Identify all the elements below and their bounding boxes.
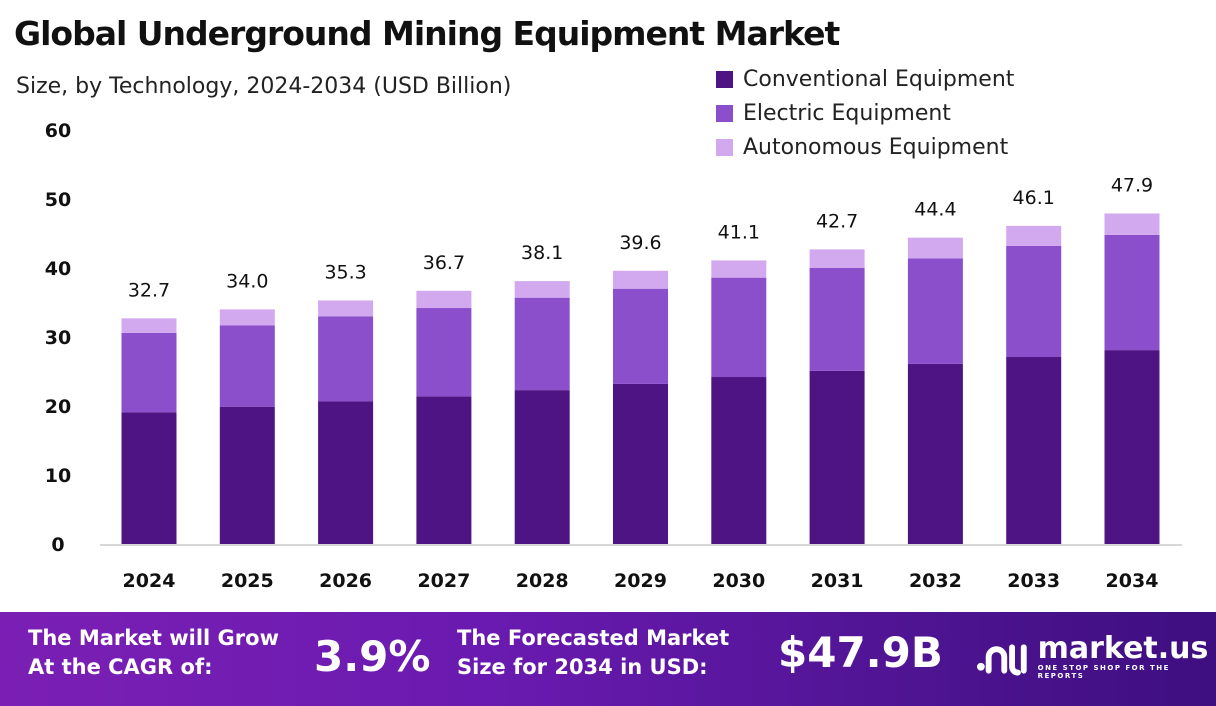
- bar-segment: [711, 377, 767, 544]
- bar-segment: [416, 308, 472, 397]
- legend-swatch: [716, 70, 733, 88]
- cagr-label-line: At the CAGR of:: [28, 655, 213, 679]
- bar-segment: [121, 332, 177, 413]
- bar-segment: [514, 390, 570, 544]
- bar-segment: [907, 363, 963, 544]
- x-tick-label: 2024: [123, 570, 176, 592]
- y-tick-label: 30: [45, 327, 71, 349]
- y-tick-label: 40: [45, 258, 71, 280]
- forecast-label-line: Size for 2034 in USD:: [457, 655, 708, 679]
- summary-banner: The Market will Grow At the CAGR of: 3.9…: [0, 612, 1216, 706]
- x-tick-label: 2028: [516, 570, 569, 592]
- legend-label: Autonomous Equipment: [743, 134, 1009, 160]
- market-us-logo: market.us ONE STOP SHOP FOR THE REPORTS: [975, 634, 1216, 680]
- bar-segment: [219, 406, 275, 544]
- legend-item-autonomous: Autonomous Equipment: [716, 130, 1014, 164]
- y-tick-label: 60: [45, 120, 71, 142]
- bar-segment: [416, 290, 472, 309]
- total-label: 34.0: [226, 270, 268, 292]
- total-label: 36.7: [423, 252, 465, 274]
- forecast-value: $47.9B: [778, 628, 943, 677]
- bar-segment: [1104, 234, 1160, 351]
- total-label: 39.6: [619, 232, 661, 254]
- bar-segment: [1104, 350, 1160, 544]
- bar-segment: [416, 396, 472, 544]
- y-tick-label: 20: [45, 396, 71, 418]
- bar-segment: [318, 316, 374, 402]
- bar-segment: [121, 318, 177, 333]
- total-label: 35.3: [324, 261, 366, 283]
- bar-segment: [809, 249, 865, 268]
- bar-segment: [219, 309, 275, 326]
- x-tick-label: 2032: [909, 570, 962, 592]
- bar-segment: [711, 260, 767, 278]
- bar-segment: [907, 258, 963, 364]
- bar-segment: [613, 383, 668, 544]
- x-tick-label: 2027: [417, 570, 470, 592]
- cagr-label-line: The Market will Grow: [28, 626, 279, 650]
- legend-swatch: [716, 138, 733, 156]
- legend-swatch: [716, 104, 733, 122]
- bar-segment: [1006, 357, 1062, 544]
- forecast-label-line: The Forecasted Market: [457, 626, 730, 650]
- bar-segment: [121, 412, 177, 544]
- bar-segment: [318, 401, 374, 544]
- bar-segment: [219, 325, 275, 407]
- bar-segment: [613, 288, 668, 384]
- chart-title: Global Underground Mining Equipment Mark…: [14, 14, 840, 53]
- x-tick-label: 2026: [319, 570, 372, 592]
- logo-icon: [976, 644, 1027, 676]
- bar-segment: [613, 270, 668, 289]
- total-label: 42.7: [816, 210, 858, 232]
- bar-segment: [1104, 213, 1160, 235]
- bar-segment: [907, 237, 963, 259]
- legend-label: Conventional Equipment: [743, 66, 1015, 92]
- y-tick-label: 50: [45, 189, 71, 211]
- bar-segment: [809, 370, 865, 544]
- total-label: 41.1: [718, 221, 760, 243]
- legend-item-conventional: Conventional Equipment: [716, 62, 1014, 96]
- bar-segment: [514, 281, 570, 298]
- y-tick-label: 10: [45, 465, 71, 487]
- x-tick-label: 2029: [614, 570, 667, 592]
- x-tick-label: 2034: [1106, 570, 1159, 592]
- total-label: 38.1: [521, 242, 563, 264]
- bar-segment: [1006, 225, 1062, 246]
- total-label: 32.7: [128, 279, 170, 301]
- bar-segment: [1006, 245, 1062, 358]
- logo-name: market.us: [1037, 631, 1209, 666]
- forecast-label: The Forecasted Market Size for 2034 in U…: [457, 624, 729, 682]
- x-tick-label: 2031: [811, 570, 864, 592]
- legend: Conventional Equipment Electric Equipmen…: [716, 62, 1014, 164]
- bar-segment: [514, 297, 570, 391]
- cagr-value: 3.9%: [314, 632, 431, 681]
- total-label: 44.4: [914, 199, 956, 221]
- total-label: 46.1: [1013, 187, 1055, 209]
- chart-subtitle: Size, by Technology, 2024-2034 (USD Bill…: [16, 74, 512, 99]
- bar-segment: [318, 300, 374, 317]
- logo-tagline: ONE STOP SHOP FOR THE REPORTS: [1037, 664, 1170, 680]
- x-tick-label: 2025: [221, 570, 274, 592]
- x-tick-label: 2033: [1007, 570, 1060, 592]
- legend-item-electric: Electric Equipment: [716, 96, 1014, 130]
- x-tick-label: 2030: [712, 570, 765, 592]
- bar-segment: [711, 277, 767, 378]
- cagr-label: The Market will Grow At the CAGR of:: [28, 624, 279, 682]
- bar-segment: [809, 268, 865, 371]
- legend-label: Electric Equipment: [743, 100, 951, 126]
- total-label: 47.9: [1111, 174, 1153, 196]
- stacked-bar-chart: 010203040506032.7202434.0202535.3202636.…: [45, 120, 1182, 592]
- y-tick-label: 0: [51, 534, 64, 556]
